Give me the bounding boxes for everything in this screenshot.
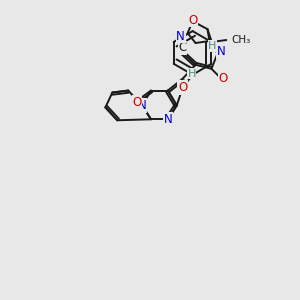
Text: CH₃: CH₃	[231, 35, 250, 45]
Text: H: H	[188, 69, 196, 79]
Text: C: C	[178, 41, 187, 55]
Text: N: N	[217, 45, 226, 58]
Text: N: N	[164, 113, 172, 126]
Text: O: O	[178, 81, 187, 94]
Text: O: O	[219, 72, 228, 85]
Text: N: N	[138, 99, 146, 112]
Text: O: O	[188, 14, 197, 27]
Text: O: O	[133, 96, 142, 109]
Text: H: H	[208, 41, 217, 51]
Text: N: N	[176, 30, 185, 43]
